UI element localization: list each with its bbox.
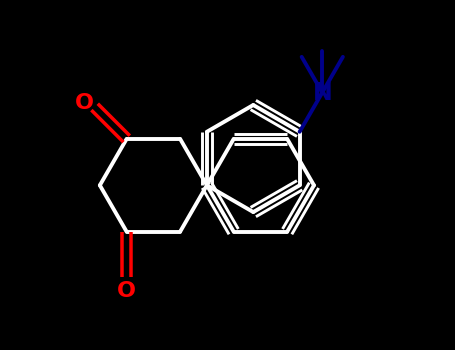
- Text: O: O: [75, 93, 94, 113]
- Text: O: O: [117, 281, 136, 301]
- Text: N: N: [313, 80, 332, 105]
